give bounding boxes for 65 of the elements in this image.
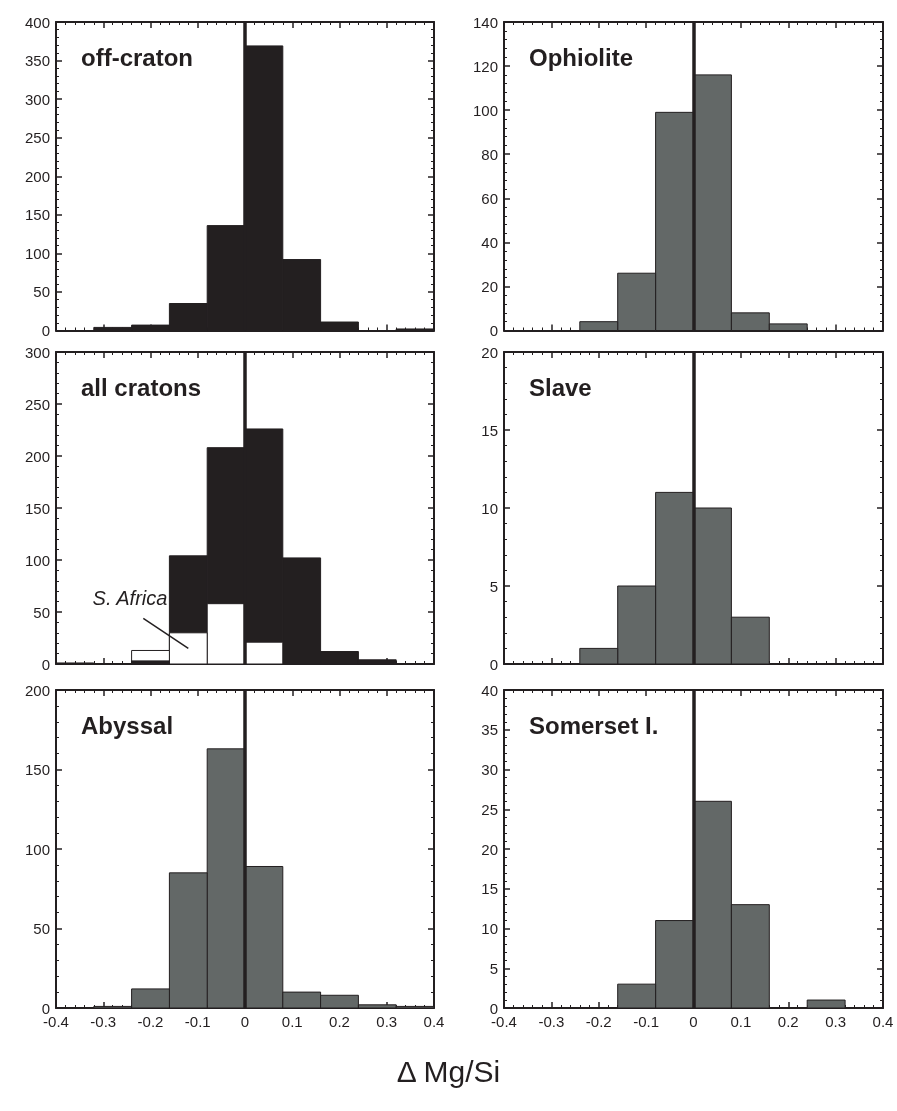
text: Abyssal — [81, 711, 174, 739]
text: Somerset I. — [529, 711, 659, 739]
x-tick-label: -0.2 — [585, 1013, 612, 1030]
x-tick-label: -0.3 — [90, 1013, 117, 1030]
y-tick-label: 50 — [33, 920, 50, 937]
y-tick-label: 400 — [24, 13, 50, 31]
y-tick-label: 25 — [481, 800, 498, 818]
y-tick-label: 35 — [481, 721, 498, 739]
x-tick-label: 0 — [240, 1013, 250, 1030]
y-tick-label: 100 — [24, 244, 50, 262]
y-tick-label: 40 — [481, 681, 498, 699]
text: Ophiolite — [529, 43, 633, 71]
y-tick-label: 200 — [24, 447, 50, 465]
y-tick-label: 20 — [481, 840, 498, 858]
y-tick-label: 15 — [481, 880, 498, 898]
x-tick-label: 0.4 — [423, 1013, 445, 1030]
text: Slave — [529, 373, 592, 401]
y-tick-label: 15 — [481, 421, 498, 439]
series-label: S. Africa — [92, 587, 168, 610]
x-tick-label: 0.3 — [825, 1013, 847, 1030]
text: off-craton — [81, 43, 193, 71]
y-tick-label: 0 — [489, 322, 498, 339]
x-tick-label: 0.3 — [376, 1013, 398, 1030]
y-tick-label: 150 — [24, 206, 50, 224]
y-tick-label: 200 — [24, 681, 50, 699]
x-tick-label: -0.3 — [538, 1013, 565, 1030]
y-tick-label: 60 — [481, 189, 498, 207]
y-tick-label: 0 — [41, 322, 50, 339]
y-tick-label: 0 — [489, 655, 498, 673]
y-tick-label: 140 — [472, 13, 498, 31]
y-tick-label: 250 — [24, 395, 50, 413]
y-tick-label: 50 — [33, 603, 50, 621]
x-tick-label: -0.1 — [184, 1013, 211, 1030]
x-tick-label: 0.1 — [730, 1013, 752, 1030]
y-tick-label: 20 — [481, 277, 498, 295]
y-tick-label: 100 — [24, 551, 50, 569]
y-tick-label: 10 — [481, 920, 498, 937]
x-tick-label: 0.4 — [872, 1013, 894, 1030]
x-axis-title: Δ Mg/Si — [395, 1055, 502, 1089]
y-tick-label: 0 — [41, 655, 50, 673]
y-tick-label: 20 — [481, 343, 498, 361]
y-tick-label: 5 — [489, 959, 498, 977]
y-tick-label: 40 — [481, 233, 498, 251]
y-tick-label: 100 — [24, 840, 50, 858]
x-tick-label: -0.2 — [137, 1013, 164, 1030]
x-tick-label: -0.1 — [633, 1013, 660, 1030]
y-tick-label: 150 — [24, 499, 50, 517]
text: all cratons — [81, 373, 202, 401]
y-tick-label: 30 — [481, 761, 498, 778]
y-tick-label: 200 — [24, 167, 50, 185]
y-tick-label: 350 — [24, 52, 50, 70]
y-tick-label: 80 — [481, 145, 498, 163]
y-tick-label: 250 — [24, 129, 50, 147]
y-tick-label: 120 — [472, 57, 498, 75]
y-tick-label: 100 — [472, 101, 498, 119]
y-tick-label: 10 — [481, 499, 498, 517]
y-tick-label: 50 — [33, 283, 50, 301]
x-tick-label: 0.2 — [777, 1013, 799, 1030]
y-tick-label: 300 — [24, 90, 50, 108]
x-tick-label: 0.1 — [281, 1013, 303, 1030]
y-tick-label: 5 — [489, 577, 498, 595]
y-tick-label: 300 — [24, 343, 50, 361]
x-tick-label: 0.2 — [329, 1013, 350, 1030]
y-tick-label: 150 — [24, 761, 50, 778]
x-tick-label: 0 — [689, 1013, 698, 1030]
